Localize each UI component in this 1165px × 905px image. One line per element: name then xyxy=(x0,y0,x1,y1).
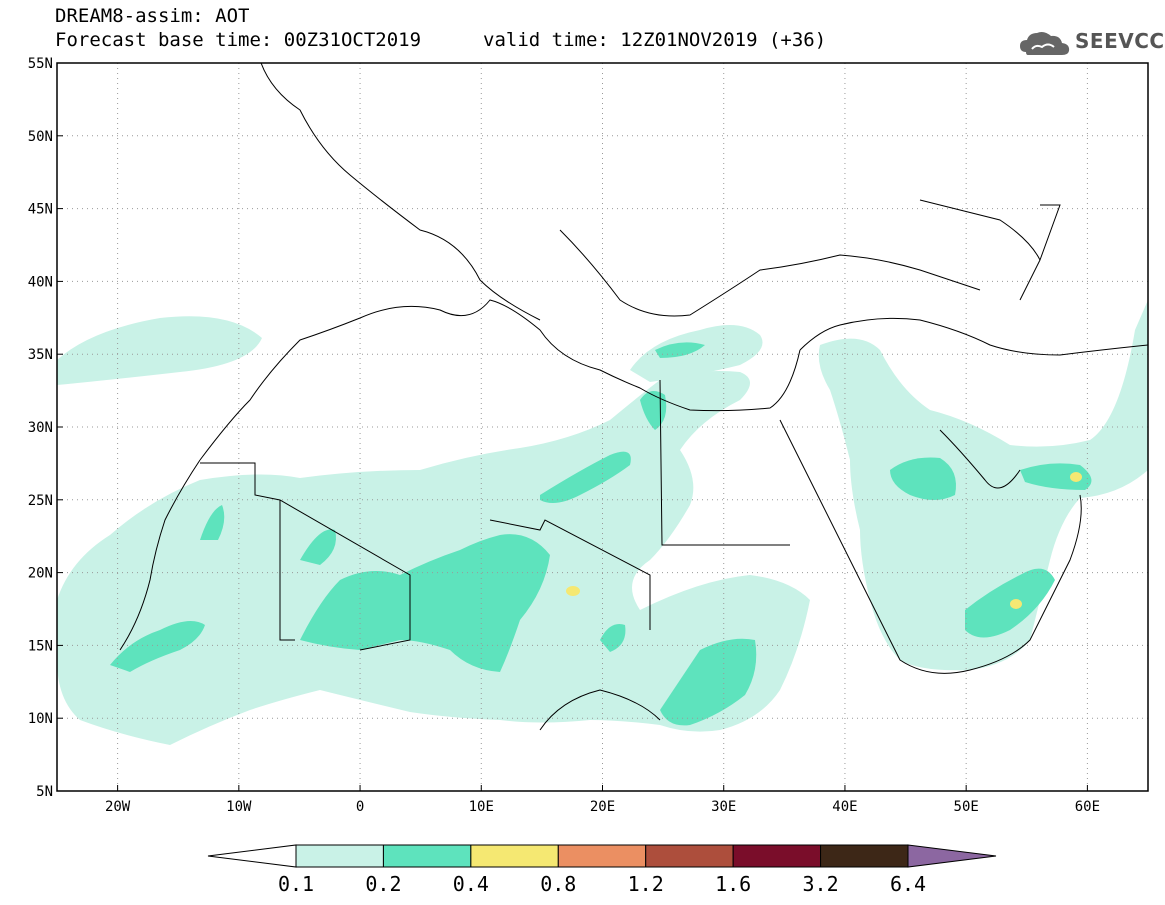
colorbar-segment xyxy=(382,844,472,868)
colorbar-label: 0.2 xyxy=(365,872,401,896)
lon-tick-label: 40E xyxy=(832,799,857,815)
lon-tick-label: 10W xyxy=(226,799,252,815)
lat-tick-label: 20N xyxy=(28,566,53,582)
colorbar-label: 3.2 xyxy=(803,872,839,896)
lon-tick-label: 20W xyxy=(105,799,131,815)
lon-tick-label: 10E xyxy=(469,799,494,815)
lat-tick-label: 5N xyxy=(36,784,53,800)
colorbar-segment xyxy=(820,844,909,868)
aot-peak-chad xyxy=(566,586,580,596)
aot-peak-oman xyxy=(1010,599,1022,609)
lat-tick-label: 35N xyxy=(28,347,53,363)
coastlines xyxy=(119,63,1148,731)
aot-band-0.2-saudi xyxy=(890,457,956,500)
aot-band-0.2-iran xyxy=(1020,463,1092,490)
colorbar-label: 1.6 xyxy=(715,872,751,896)
map-grid xyxy=(57,63,1148,791)
aot-band-0.1-med xyxy=(630,325,763,382)
aot-band-0.1-atlantic xyxy=(57,316,262,385)
colorbar-low-extension xyxy=(207,844,297,868)
lat-tick-label: 15N xyxy=(28,638,53,654)
colorbar-label: 0.4 xyxy=(453,872,489,896)
aot-band-0.2-niger xyxy=(300,534,550,672)
colorbar-label: 0.1 xyxy=(278,872,314,896)
aot-band-0.2-oman xyxy=(965,568,1055,638)
logo-text: SEEVCCC xyxy=(1075,29,1165,53)
lat-tick-label: 45N xyxy=(28,202,53,218)
colorbar-segment xyxy=(557,844,647,868)
aot-band-0.2-west-sahara xyxy=(200,505,225,540)
colorbar-label: 0.8 xyxy=(540,872,576,896)
aot-field xyxy=(57,300,1148,745)
lat-tick-label: 50N xyxy=(28,129,53,145)
lon-tick-label: 60E xyxy=(1075,799,1100,815)
aot-band-0.2-mali xyxy=(300,529,336,565)
aot-band-0.2-senegal xyxy=(110,621,205,672)
lat-tick-label: 25N xyxy=(28,493,53,509)
aot-band-0.2-south-sudan xyxy=(660,638,757,726)
colorbar-label: 1.2 xyxy=(628,872,664,896)
lon-tick-label: 0 xyxy=(356,799,364,815)
lat-tick-label: 55N xyxy=(28,56,53,72)
lat-tick-label: 40N xyxy=(28,274,53,290)
colorbar-high-extension xyxy=(907,844,997,868)
lon-tick-label: 50E xyxy=(954,799,979,815)
forecast-base-time: Forecast base time: 00Z31OCT2019 xyxy=(55,29,422,51)
aot-peak-iran xyxy=(1070,472,1082,482)
lon-tick-label: 20E xyxy=(590,799,615,815)
colorbar: 0.1 0.2 0.4 0.8 1.2 1.6 3.2 6.4 xyxy=(207,844,997,896)
colorbar-label: 6.4 xyxy=(890,872,926,896)
colorbar-segment xyxy=(732,844,822,868)
aot-band-0.2-sudan xyxy=(600,624,626,652)
map-title: DREAM8-assim: AOT xyxy=(55,5,250,27)
colorbar-segment xyxy=(470,844,559,868)
aot-band-0.2-chad xyxy=(540,451,631,504)
lat-tick-label: 10N xyxy=(28,711,53,727)
colorbar-segment xyxy=(645,844,734,868)
aot-band-0.2-egypt xyxy=(640,391,667,430)
valid-time: valid time: 12Z01NOV2019 (+36) xyxy=(483,29,827,51)
colorbar-segment xyxy=(295,844,384,868)
aot-band-0.1-arabia xyxy=(818,300,1148,671)
lon-tick-label: 30E xyxy=(711,799,736,815)
seevccc-logo xyxy=(1020,32,1070,55)
lat-tick-label: 30N xyxy=(28,420,53,436)
